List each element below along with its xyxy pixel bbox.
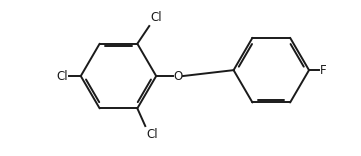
Text: Cl: Cl [146, 128, 158, 141]
Text: F: F [320, 64, 327, 77]
Text: Cl: Cl [150, 11, 162, 24]
Text: O: O [173, 70, 183, 83]
Text: Cl: Cl [56, 70, 68, 83]
